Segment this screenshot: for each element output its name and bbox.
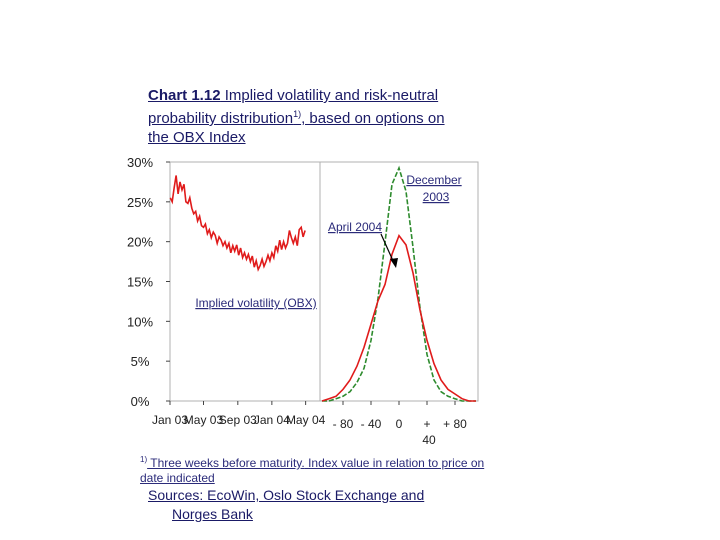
sources-line2: Norges Bank [172,506,253,522]
series-april-2004 [321,233,476,402]
series-implied-volatility [169,175,306,272]
footnote: 1) Three weeks before maturity. Index va… [140,452,500,486]
density-tick-label: + 80 [443,417,467,431]
annotation-arrow-head [390,258,398,268]
footnote-part1: Three weeks before maturity. [147,456,305,470]
title-footnote-ref: 1) [293,109,302,119]
density-tick-label: + [423,417,430,431]
y-tick-label: 30% [127,155,153,170]
x-tick-label: Jan 04 [254,413,290,427]
annotation-arrow-line [380,233,395,264]
annotation-implied-volatility: Implied volatility (OBX) [195,296,316,310]
density-series [321,165,476,402]
annotation-december-year: 2003 [423,190,450,204]
volatility-series [169,175,306,272]
annotation-december: December [406,173,461,187]
x-tick-label: May 03 [184,413,224,427]
annotations: December 2003 April 2004 Implied volatil… [195,173,461,310]
chart-title: Chart 1.12 Implied volatility and risk-n… [148,86,468,147]
density-tick-label: - 80 [333,417,354,431]
chart-title-text: Implied volatility and risk-neutral prob… [148,87,439,127]
footnote-marker: 1) [140,455,148,464]
footnote-part2: Index value in relation to price on date… [140,456,485,485]
y-tick-label: 10% [127,314,153,329]
sources-line1: Sources: EcoWin, Oslo Stock Exchange and [148,487,425,503]
chart-number: Chart 1.12 [148,87,221,104]
y-tick-label: 15% [127,275,153,290]
density-tick-label-cont: 40 [422,433,436,447]
annotation-april: April 2004 [328,220,382,234]
density-tick-label: - 40 [361,417,382,431]
sources: Sources: EcoWin, Oslo Stock Exchange and… [148,486,478,524]
x-tick-label: May 04 [286,413,326,427]
y-tick-label: 20% [127,235,153,250]
density-tick-label: 0 [396,417,403,431]
y-tick-label: 0% [131,394,150,409]
chart-title-text-2: , based on options on the OBX Index [148,110,445,146]
y-tick-label: 5% [131,354,150,369]
x-tick-label: Jan 03 [152,413,188,427]
y-tick-label: 25% [127,195,153,210]
series-december-2003 [322,165,476,402]
y-axis-ticks: 30% 25% 20% 15% 10% 5% 0% [127,155,170,409]
x-tick-label: Sep 03 [219,413,257,427]
